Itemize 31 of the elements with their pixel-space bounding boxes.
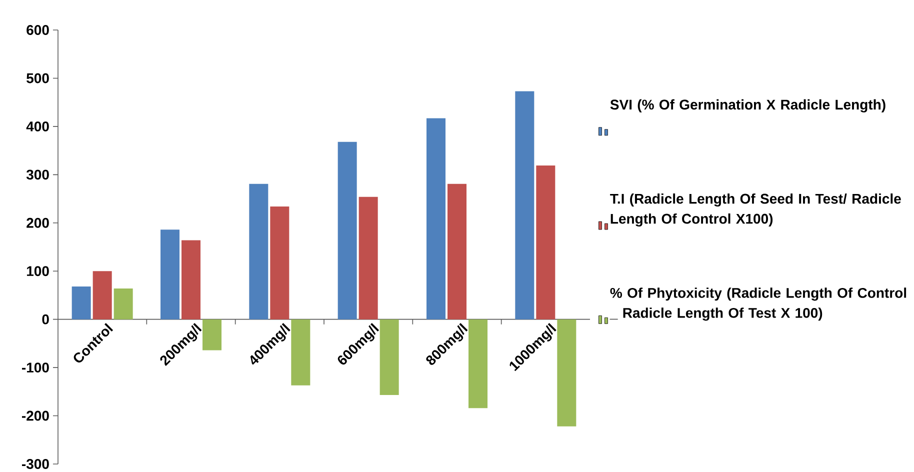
y-tick-label: 200 [26,218,49,228]
bar [338,142,357,320]
bar [448,184,466,320]
bar [380,319,399,396]
bar [92,271,112,320]
bar [468,319,488,408]
y-tick-label: -300 [22,459,49,469]
y-tick-label: 300 [26,170,49,180]
y-tick-label: -100 [22,362,49,373]
bar [515,91,534,320]
text: SVI (% Of Germination X Radicle Length) [610,99,886,112]
bar [182,240,200,320]
bar [270,206,290,320]
y-tick-label: -200 [22,410,49,421]
bar [426,118,446,320]
bar [291,319,310,386]
y-tick-label: 0 [42,314,49,324]
y-tick-label: 100 [26,266,49,276]
text: T.I (Radicle Length Of Seed In Test/ Radicle Length Of Control X100) [610,193,901,227]
bar [557,319,576,426]
bar [249,184,268,320]
y-tick-label: 600 [26,25,49,35]
text: % Of Phytoxicity (Radicle Length Of Control _ Radicle Length Of Test X 100) [610,288,906,321]
bar [536,166,556,320]
y-tick-label: 500 [26,73,49,84]
bar [160,230,180,320]
bar [202,319,222,350]
bar [114,288,133,320]
y-tick-label: 400 [26,121,49,132]
bar [358,196,378,320]
bar [72,286,91,320]
